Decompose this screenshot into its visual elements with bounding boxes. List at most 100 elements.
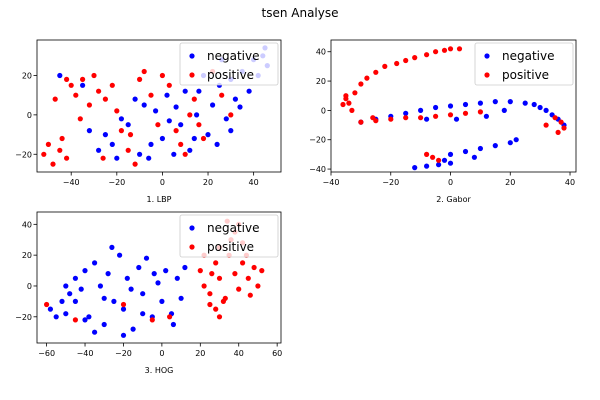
data-point <box>424 116 430 122</box>
data-point <box>259 268 265 274</box>
data-point <box>236 286 242 292</box>
x-axis-label: 1. LBP <box>147 195 172 204</box>
y-tick-label: −20 <box>15 313 32 322</box>
data-point <box>159 72 165 79</box>
data-point <box>47 306 54 312</box>
data-point <box>64 76 70 82</box>
data-point <box>41 151 47 157</box>
data-point <box>114 108 120 114</box>
data-point <box>97 283 103 289</box>
data-point <box>370 115 376 121</box>
data-point <box>77 116 83 122</box>
data-point <box>477 100 483 106</box>
data-point <box>412 55 418 61</box>
data-point <box>543 122 549 128</box>
data-point <box>207 301 213 308</box>
data-point <box>191 135 197 142</box>
legend-box <box>179 214 279 258</box>
data-point <box>403 110 409 116</box>
data-point <box>148 92 154 98</box>
data-point <box>537 104 543 111</box>
data-point <box>228 128 234 134</box>
legend: negative positive <box>179 42 279 86</box>
data-point <box>552 115 558 121</box>
x-tick-label: −40 <box>77 349 94 358</box>
legend-label: positive <box>207 240 254 254</box>
data-point <box>358 81 364 87</box>
legend-label: negative <box>502 49 554 63</box>
data-point <box>143 255 150 261</box>
data-point <box>403 115 409 121</box>
data-point <box>101 295 107 301</box>
y-tick-label: 0 <box>27 111 32 120</box>
data-point <box>232 271 238 277</box>
data-point <box>424 52 430 58</box>
data-point <box>213 306 219 312</box>
data-point <box>155 122 161 128</box>
data-point <box>418 107 424 113</box>
data-point <box>153 108 159 114</box>
data-point <box>349 107 355 113</box>
data-point <box>205 132 211 138</box>
data-point <box>120 301 127 308</box>
data-point <box>171 151 177 157</box>
series-positive <box>41 68 234 167</box>
x-tick-label: 20 <box>505 178 515 187</box>
data-point <box>72 275 78 281</box>
x-tick-label: −40 <box>323 178 340 187</box>
legend-marker <box>189 53 195 59</box>
data-point <box>477 109 483 115</box>
data-point <box>433 49 439 55</box>
data-point <box>447 151 454 157</box>
data-point <box>174 275 180 281</box>
x-tick-label: 0 <box>160 178 165 187</box>
data-point <box>340 101 346 108</box>
data-point <box>102 132 108 138</box>
data-point <box>78 286 84 292</box>
data-point <box>483 113 489 119</box>
data-point <box>167 314 173 320</box>
data-point <box>118 128 124 134</box>
data-point <box>92 260 98 266</box>
data-point <box>447 160 454 166</box>
data-point <box>501 107 507 113</box>
data-point <box>109 244 115 250</box>
data-point <box>196 88 202 94</box>
data-point <box>164 92 170 98</box>
data-point <box>86 314 92 320</box>
data-point <box>403 57 409 64</box>
data-point <box>114 155 120 161</box>
subplot-lbp: −40 −20 0 20 40 −20 0 20 1. LBP negative positive <box>0 0 300 215</box>
subplot-hog: −60 −40 −20 0 20 40 60 −20 0 20 40 3. HOG negative po… <box>15 211 282 375</box>
data-point <box>44 301 50 308</box>
data-point <box>343 93 349 99</box>
series-negative <box>358 99 567 171</box>
data-point <box>141 102 147 108</box>
y-tick-label: 40 <box>316 48 326 57</box>
data-point <box>251 264 257 271</box>
data-point <box>96 147 102 153</box>
data-point <box>433 113 439 119</box>
data-point <box>182 88 188 94</box>
data-point <box>492 143 498 149</box>
data-point <box>80 76 86 82</box>
data-point <box>57 72 63 79</box>
axes-frame <box>36 211 282 344</box>
data-point <box>507 140 513 146</box>
data-point <box>247 292 253 298</box>
data-point <box>477 145 483 152</box>
data-point <box>82 268 88 274</box>
data-point <box>424 163 430 169</box>
legend-label: negative <box>207 221 259 235</box>
data-point <box>159 298 165 304</box>
x-tick-label: 0 <box>159 349 164 358</box>
data-point <box>522 100 528 106</box>
data-point <box>132 96 138 102</box>
data-point <box>507 99 513 105</box>
data-point <box>82 317 88 323</box>
data-point <box>120 332 127 338</box>
data-point <box>232 96 238 102</box>
x-tick-label: −60 <box>38 349 55 358</box>
y-tick-label: 0 <box>321 106 326 115</box>
data-point <box>364 75 370 81</box>
